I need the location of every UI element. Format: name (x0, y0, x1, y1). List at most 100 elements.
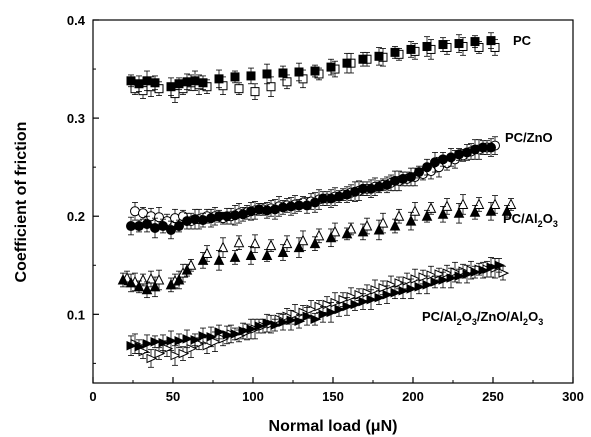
data-point (494, 260, 506, 271)
data-point (150, 337, 162, 347)
data-point (318, 309, 330, 320)
data-point (345, 222, 357, 234)
chart-axes: 0 50 100 150 200 250 300 0.1 0.2 0.3 0.4 (67, 13, 584, 404)
data-point (125, 276, 137, 288)
y-tick-label: 0.1 (67, 307, 85, 322)
data-point (149, 280, 161, 292)
x-tick-label: 300 (562, 389, 584, 404)
chart-marks (117, 32, 517, 368)
data-point (405, 215, 417, 226)
data-point (473, 198, 485, 209)
data-point (422, 280, 434, 290)
data-point (342, 58, 352, 68)
data-point (197, 254, 209, 265)
data-point (334, 304, 346, 315)
data-point (262, 318, 274, 328)
data-point (230, 329, 242, 339)
data-point (134, 341, 146, 352)
data-point (249, 237, 261, 249)
data-point (238, 326, 250, 336)
data-point (357, 225, 369, 237)
data-point (134, 79, 144, 89)
data-point (425, 202, 437, 213)
data-point (422, 41, 432, 51)
data-point (378, 283, 390, 293)
data-point (454, 39, 464, 49)
x-tick-label: 100 (242, 389, 264, 404)
data-point (453, 207, 465, 218)
data-point (486, 142, 496, 153)
data-point (313, 229, 325, 241)
series-label: PC/Al2O3/ZnO/Al2O3 (422, 309, 543, 327)
data-point (286, 315, 298, 325)
data-point (282, 77, 292, 87)
data-point (418, 272, 430, 282)
data-point (181, 264, 193, 275)
data-point (470, 267, 482, 277)
data-point (146, 353, 158, 364)
data-point (314, 301, 326, 312)
data-point (233, 236, 245, 248)
data-point (230, 72, 240, 82)
data-point (394, 278, 406, 288)
data-point (310, 197, 320, 208)
data-point (174, 336, 186, 346)
data-point (342, 301, 354, 312)
series-label: PC/Al2O3 (503, 211, 558, 229)
data-point (245, 249, 257, 260)
chart-series-labels: PC PC/ZnO PC/Al2O3 PC/Al2O3/ZnO/Al2O3 (422, 33, 558, 327)
data-point (501, 205, 513, 216)
data-point (310, 66, 320, 76)
data-point (470, 37, 480, 47)
data-point (441, 200, 453, 211)
data-point (393, 210, 405, 221)
data-point (498, 268, 510, 278)
data-point (294, 316, 306, 326)
data-point (505, 198, 517, 209)
data-point (246, 324, 258, 334)
data-point (366, 294, 378, 305)
data-point (438, 275, 450, 285)
data-point (277, 246, 289, 258)
data-point (217, 241, 229, 253)
data-point (390, 287, 402, 298)
data-point (293, 241, 305, 253)
data-point (454, 271, 466, 281)
data-point (358, 54, 368, 64)
data-point (374, 51, 384, 61)
data-point (142, 76, 152, 86)
data-point (278, 317, 290, 327)
data-point (294, 67, 304, 77)
data-point (201, 247, 213, 258)
x-tick-label: 250 (482, 389, 504, 404)
series-0 (126, 32, 500, 103)
data-point (390, 47, 400, 57)
data-point (154, 348, 166, 359)
data-point (374, 292, 386, 303)
data-point (158, 338, 170, 348)
data-point (186, 343, 198, 354)
data-point (165, 278, 177, 290)
data-point (214, 74, 224, 84)
series-1 (126, 136, 500, 240)
data-point (174, 221, 184, 232)
data-point (346, 291, 358, 302)
data-point (214, 327, 226, 337)
data-point (262, 69, 272, 79)
data-point (422, 162, 432, 173)
data-point (213, 254, 225, 265)
data-point (426, 270, 438, 280)
data-point (361, 219, 373, 231)
data-point (261, 249, 273, 260)
data-point (437, 208, 449, 219)
data-point (142, 338, 154, 349)
series-label: PC/ZnO (505, 130, 553, 145)
data-point (117, 273, 129, 285)
data-point (153, 273, 165, 285)
data-point (462, 269, 474, 279)
data-point (406, 44, 416, 54)
data-point (173, 273, 185, 285)
data-point (185, 259, 197, 270)
data-point (469, 206, 481, 217)
